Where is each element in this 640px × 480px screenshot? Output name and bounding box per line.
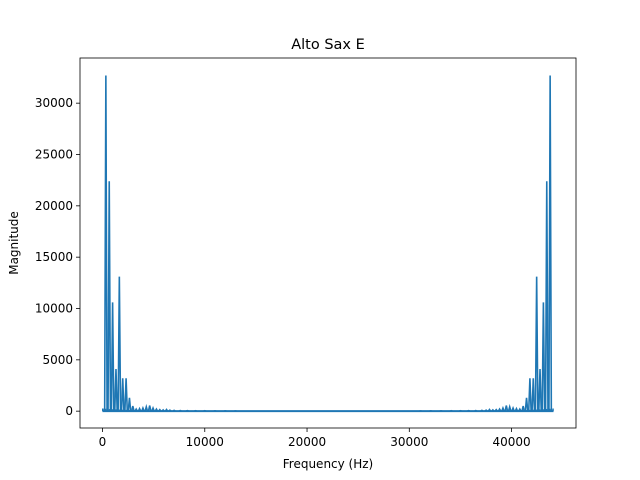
spectrum-peak bbox=[103, 75, 108, 412]
spectrum-peak bbox=[113, 369, 118, 412]
spectrum-peak bbox=[124, 378, 129, 412]
x-axis-ticks: 0 10000 20000 30000 40000 bbox=[99, 428, 531, 449]
x-tick-label: 30000 bbox=[390, 435, 428, 449]
spectrum-peak bbox=[501, 405, 505, 412]
spectrum-peak bbox=[511, 405, 516, 412]
y-axis-ticks: 0 5000 10000 15000 20000 25000 30000 bbox=[35, 96, 80, 418]
spectrum-peak bbox=[487, 408, 492, 412]
spectrum-peak bbox=[521, 405, 526, 412]
spectrum-peak bbox=[110, 302, 115, 412]
x-tick-label: 10000 bbox=[186, 435, 224, 449]
spectrum-peak bbox=[548, 75, 553, 412]
spectrum-peak bbox=[524, 397, 529, 412]
x-tick-label: 40000 bbox=[492, 435, 530, 449]
spectrum-peak bbox=[534, 276, 539, 412]
spectrum-peak bbox=[107, 181, 112, 412]
spectrum-peak bbox=[538, 369, 543, 412]
spectrum-peak bbox=[541, 302, 546, 412]
plot-frame bbox=[79, 57, 577, 429]
spectrum-peak bbox=[507, 403, 512, 412]
x-tick-label: 20000 bbox=[288, 435, 326, 449]
y-tick-label: 10000 bbox=[35, 301, 73, 315]
y-tick-label: 20000 bbox=[35, 199, 73, 213]
x-axis-label: Frequency (Hz) bbox=[283, 457, 374, 471]
y-tick-label: 15000 bbox=[35, 250, 73, 264]
x-tick-label: 0 bbox=[99, 435, 107, 449]
spectrum-peak bbox=[117, 276, 122, 412]
y-axis-label: Magnitude bbox=[7, 211, 21, 275]
spectrum-peak bbox=[497, 407, 502, 412]
spectrum-peak bbox=[144, 403, 149, 412]
spectrum-peak bbox=[154, 407, 159, 412]
y-tick-label: 30000 bbox=[35, 96, 73, 110]
chart-title: Alto Sax E bbox=[291, 37, 365, 53]
spectrum-peak bbox=[147, 405, 152, 412]
spectrum-peak bbox=[544, 181, 549, 412]
y-tick-label: 25000 bbox=[35, 148, 73, 162]
spectrum-peak bbox=[164, 408, 169, 412]
spectrum-peak bbox=[504, 405, 509, 412]
spectrum-peak bbox=[140, 405, 145, 412]
spectrum-peak bbox=[531, 378, 536, 412]
y-tick-label: 5000 bbox=[42, 353, 73, 367]
plot-series bbox=[101, 75, 554, 413]
spectrum-peak bbox=[120, 378, 125, 412]
spectrum-peak bbox=[151, 405, 155, 412]
spectrum-peak bbox=[130, 405, 135, 412]
y-tick-label: 0 bbox=[65, 404, 73, 418]
spectrum-peak bbox=[127, 397, 132, 412]
spectrum-peak bbox=[527, 378, 532, 412]
